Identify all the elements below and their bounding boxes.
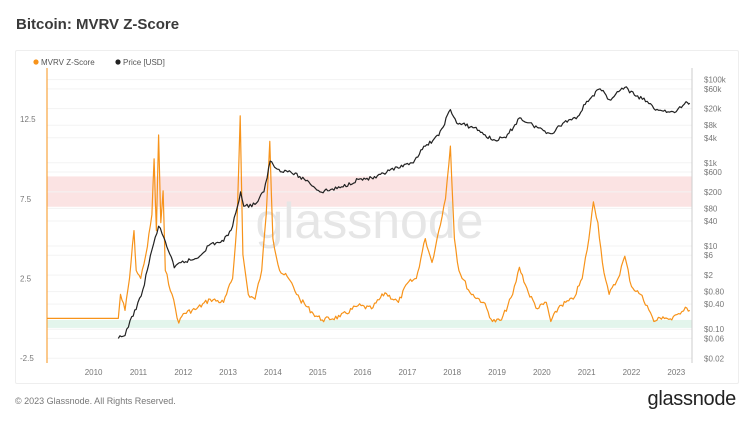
chart-title: Bitcoin: MVRV Z-Score — [16, 16, 180, 33]
right-axis-tick-label: $0.10 — [704, 325, 725, 334]
left-axis-tick-label: 2.5 — [20, 274, 32, 283]
legend-label: Price [USD] — [123, 58, 165, 67]
left-axis-tick-label: 7.5 — [20, 195, 32, 204]
x-axis-tick-label: 2021 — [578, 368, 596, 377]
left-axis-tick-label: -2.5 — [20, 354, 34, 363]
right-axis-tick-label: $0.06 — [704, 334, 725, 343]
x-axis-tick-label: 2022 — [623, 368, 641, 377]
legend-marker-1 — [115, 59, 121, 65]
undervalued-zone-band — [47, 319, 692, 328]
x-axis-tick-label: 2018 — [443, 368, 461, 377]
right-axis-tick-label: $6 — [704, 251, 713, 260]
left-axis-tick-label: 12.5 — [20, 115, 36, 124]
x-axis-tick-label: 2010 — [85, 368, 103, 377]
right-axis-tick-label: $600 — [704, 168, 722, 177]
right-axis-tick-label: $10 — [704, 242, 718, 251]
right-axis-tick-label: $8k — [704, 121, 718, 130]
copyright-footer: © 2023 Glassnode. All Rights Reserved. — [15, 396, 176, 406]
right-axis-tick-label: $4k — [704, 134, 718, 143]
x-axis-tick-label: 2012 — [174, 368, 192, 377]
series-line-price-usd — [117, 86, 691, 339]
x-axis-tick-label: 2011 — [130, 368, 148, 377]
x-axis-tick-label: 2013 — [219, 368, 237, 377]
x-axis-tick-label: 2017 — [398, 368, 416, 377]
right-axis-tick-label: $20k — [704, 105, 722, 114]
watermark: glassnode — [256, 193, 484, 249]
chart-card — [15, 50, 739, 384]
right-axis-tick-label: $1k — [704, 159, 718, 168]
right-axis-tick-label: $100k — [704, 76, 727, 85]
x-axis-tick-label: 2015 — [309, 368, 327, 377]
legend-label: MVRV Z-Score — [41, 58, 95, 67]
glassnode-logo: glassnode — [647, 388, 737, 410]
series-line-mvrv-z-score — [47, 115, 691, 324]
x-axis-tick-label: 2014 — [264, 368, 282, 377]
right-axis-tick-label: $2 — [704, 271, 713, 280]
x-axis-tick-label: 2019 — [488, 368, 506, 377]
right-axis-tick-label: $80 — [704, 204, 718, 213]
right-axis-tick-label: $60k — [704, 85, 722, 94]
x-axis-tick-label: 2023 — [667, 368, 685, 377]
right-axis-tick-label: $0.02 — [704, 354, 725, 363]
right-axis-tick-label: $40 — [704, 217, 718, 226]
x-axis-tick-label: 2020 — [533, 368, 551, 377]
right-axis-tick-label: $0.80 — [704, 288, 725, 297]
right-axis-tick-label: $200 — [704, 188, 722, 197]
legend-marker-0 — [33, 59, 39, 65]
right-axis-tick-label: $0.40 — [704, 300, 725, 309]
x-axis-tick-label: 2016 — [354, 368, 372, 377]
